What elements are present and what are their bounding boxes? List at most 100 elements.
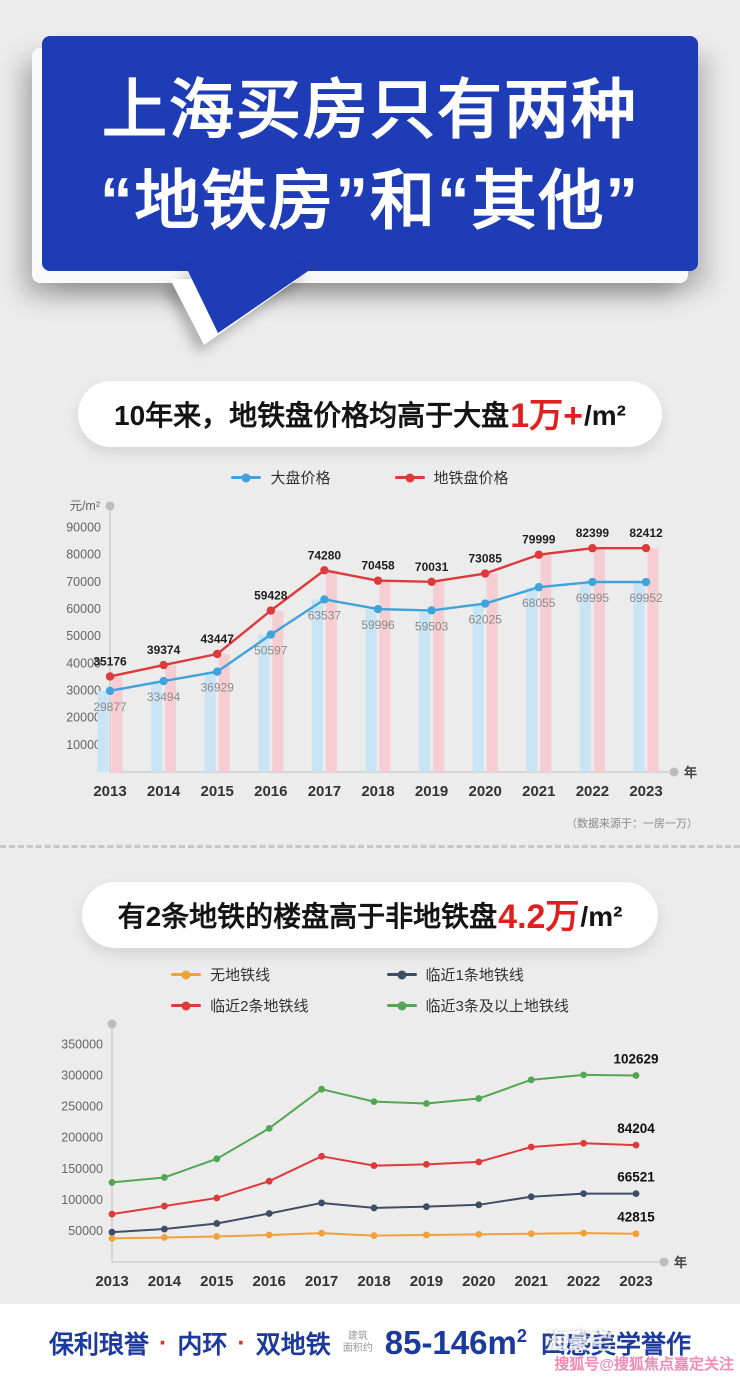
y-tick-label: 350000 — [61, 1038, 103, 1052]
y-tick-label: 10000 — [66, 738, 101, 752]
section-divider — [0, 845, 740, 849]
point-marker — [632, 1142, 640, 1149]
bar — [433, 582, 445, 773]
x-tick-label: 2019 — [415, 783, 448, 800]
bar — [379, 581, 391, 773]
y-tick-label: 40000 — [66, 657, 101, 671]
data-label: 59428 — [254, 589, 288, 603]
tagline: 四感美学誉作 — [540, 1331, 691, 1359]
chart1-title-suffix: /m² — [583, 400, 626, 432]
y-tick-label: 100000 — [61, 1193, 103, 1207]
x-tick-label: 2023 — [619, 1273, 652, 1290]
y-axis-title: 元/m² — [69, 499, 100, 513]
point-marker — [318, 1086, 325, 1093]
point-marker — [588, 544, 597, 553]
x-tick-label: 2015 — [201, 783, 234, 800]
point-marker — [161, 1203, 168, 1210]
point-marker — [481, 569, 490, 579]
point-marker — [320, 566, 329, 575]
data-label: 69995 — [576, 591, 610, 605]
legend-item: 地铁盘价格 — [394, 467, 509, 488]
point-marker — [475, 1201, 483, 1209]
legend-label: 地铁盘价格 — [433, 470, 509, 488]
data-label: 59996 — [361, 618, 395, 632]
x-tick-label: 2013 — [95, 1273, 128, 1290]
point-marker — [265, 1178, 273, 1185]
x-axis-end-dot — [659, 1257, 669, 1267]
legend-label: 无地铁线 — [210, 967, 271, 985]
chart2-title-pill: 有2条地铁的楼盘高于非地铁盘4.2万/m² — [81, 882, 659, 949]
point-marker — [475, 1095, 483, 1103]
legend-dot-icon — [397, 970, 406, 980]
x-tick-label: 2016 — [254, 783, 287, 800]
legend-label: 临近3条及以上地铁线 — [425, 998, 569, 1016]
data-label: 82412 — [629, 527, 663, 541]
y-tick-label: 80000 — [66, 548, 101, 562]
end-label: 102629 — [613, 1052, 658, 1067]
location-label: 内环 — [177, 1331, 228, 1359]
x-tick-label: 2017 — [308, 783, 341, 800]
area-value: 85-146m2 — [385, 1324, 527, 1362]
point-marker — [527, 1076, 535, 1084]
data-label: 73085 — [469, 552, 503, 566]
x-tick-label: 2022 — [567, 1273, 600, 1290]
data-label: 62025 — [469, 613, 503, 627]
data-label: 33494 — [147, 690, 181, 704]
point-marker — [265, 1210, 273, 1218]
data-label: 69952 — [629, 591, 663, 605]
x-tick-label: 2018 — [357, 1273, 390, 1290]
area-value-number: 85-146m — [384, 1324, 517, 1361]
bar — [325, 570, 337, 773]
point-marker — [632, 1072, 640, 1080]
point-marker — [423, 1231, 430, 1239]
banner-title-line2: “地铁房”和“其他” — [99, 163, 640, 237]
area-note-line2: 面积约 — [342, 1343, 373, 1354]
point-marker — [105, 672, 115, 682]
data-label: 43447 — [201, 632, 235, 646]
watermark-sohu: 搜狐号@搜狐焦点嘉定关注 — [554, 1356, 734, 1373]
point-marker — [265, 1231, 273, 1239]
data-label: 70458 — [361, 559, 395, 573]
point-marker — [580, 1190, 587, 1198]
legend-label: 临近1条地铁线 — [425, 967, 524, 985]
speech-pointer — [170, 267, 314, 346]
point-marker — [580, 1071, 587, 1079]
point-marker — [108, 1229, 116, 1236]
chart2-legend: 无地铁线 临近1条地铁线 临近2条地铁线 临近3条及以上地铁线 — [0, 964, 740, 1016]
bar — [311, 599, 323, 773]
legend-dot-icon — [241, 473, 251, 483]
point-marker — [159, 661, 168, 670]
chart2-title-prefix: 有2条地铁的楼盘高于非地铁盘 — [117, 901, 498, 933]
legend-item: 无地铁线 — [171, 964, 308, 985]
point-marker — [373, 605, 383, 614]
y-tick-label: 250000 — [61, 1100, 103, 1114]
chart1-title-prefix: 10年来，地铁盘价格均高于大盘 — [114, 400, 510, 432]
point-marker — [320, 595, 329, 605]
point-marker — [370, 1204, 378, 1212]
brand-name: 保利琅誉 — [49, 1331, 150, 1359]
legend-dot-icon — [405, 473, 414, 483]
x-tick-label: 2014 — [147, 783, 181, 800]
bar — [540, 555, 552, 773]
data-label: 29877 — [93, 700, 127, 714]
data-label: 63537 — [308, 609, 342, 623]
y-axis-end-dot — [105, 501, 115, 511]
x-tick-label: 2019 — [410, 1273, 443, 1290]
area-note-line1: 建筑 — [347, 1330, 368, 1342]
bar — [419, 610, 431, 773]
x-tick-label: 2017 — [305, 1273, 338, 1290]
chart2-title-highlight: 4.2万 — [498, 898, 580, 937]
end-label: 66521 — [617, 1170, 655, 1185]
legend-item: 临近1条地铁线 — [386, 964, 569, 985]
bar — [165, 665, 177, 773]
end-label: 42815 — [617, 1210, 655, 1225]
x-axis-title: 年 — [674, 1255, 687, 1270]
section-chart2: 有2条地铁的楼盘高于非地铁盘4.2万/m² 无地铁线 临近1条地铁线 临近2条地铁线… — [0, 882, 740, 1326]
point-marker — [370, 1162, 378, 1170]
point-marker — [266, 630, 275, 640]
point-marker — [370, 1232, 378, 1240]
area-note: 建筑 面积约 — [343, 1331, 373, 1356]
chart2-svg: 年 50000 100000 150000 200000 250000 300000 3500… — [61, 1019, 687, 1290]
x-tick-label: 2018 — [361, 783, 394, 800]
y-tick-label: 90000 — [66, 521, 101, 535]
